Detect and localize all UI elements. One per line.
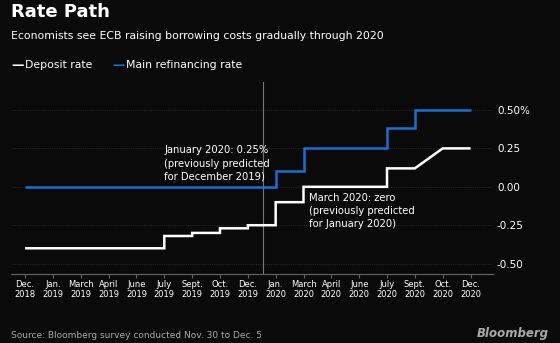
Text: —: —: [112, 59, 124, 72]
Text: January 2020: 0.25%
(previously predicted
for December 2019): January 2020: 0.25% (previously predicte…: [164, 145, 270, 182]
Text: Deposit rate: Deposit rate: [25, 60, 92, 70]
Text: Main refinancing rate: Main refinancing rate: [126, 60, 242, 70]
Text: March 2020: zero
(previously predicted
for January 2020): March 2020: zero (previously predicted f…: [309, 193, 415, 229]
Text: Source: Bloomberg survey conducted Nov. 30 to Dec. 5: Source: Bloomberg survey conducted Nov. …: [11, 331, 262, 340]
Text: Rate Path: Rate Path: [11, 3, 110, 21]
Text: —: —: [11, 59, 24, 72]
Text: Economists see ECB raising borrowing costs gradually through 2020: Economists see ECB raising borrowing cos…: [11, 31, 384, 41]
Text: Bloomberg: Bloomberg: [477, 327, 549, 340]
